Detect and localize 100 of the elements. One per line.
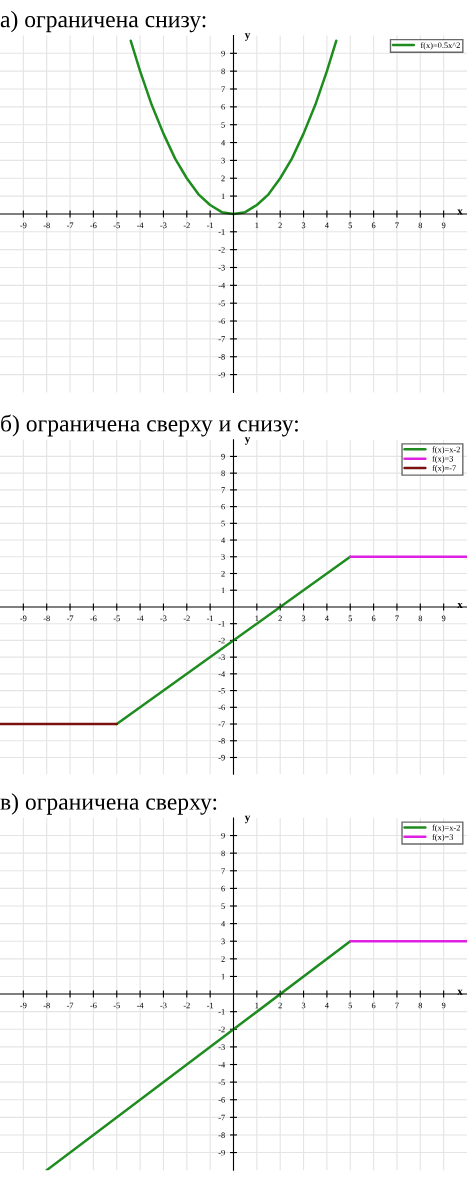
x-tick-label: 4 [324,615,329,622]
y-axis-title: y [244,33,251,41]
y-tick-label: 2 [221,570,225,577]
y-tick-label: -5 [218,688,225,694]
x-tick-label: 9 [441,615,446,622]
x-tick-label: 8 [418,222,423,229]
y-tick-label: 3 [221,938,225,945]
x-tick-label: 4 [324,1002,329,1009]
y-tick-label: -8 [218,354,225,360]
y-tick-label: 1 [221,193,225,199]
x-tick-label: -9 [20,222,27,229]
legend-label: f(x)=x-2 [432,446,460,455]
x-tick-label: -1 [206,1002,214,1009]
legend-label: f(x)=3 [432,455,454,464]
legend-label: f(x)=0.5x^2 [420,42,460,50]
y-tick-label: 9 [221,832,225,839]
y-tick-label: 8 [221,850,225,857]
legend-label: f(x)=x-2 [432,824,460,833]
y-tick-label: -9 [218,1149,225,1156]
y-tick-label: 5 [221,122,225,128]
y-tick-label: 7 [221,868,225,874]
x-tick-label: 3 [301,222,306,229]
y-tick-label: 8 [221,470,225,477]
x-tick-label: -4 [136,615,144,622]
y-tick-label: 6 [221,503,225,510]
y-tick-label: -3 [218,654,225,661]
x-tick-label: 1 [255,615,259,622]
x-tick-label: -4 [136,1002,144,1009]
x-tick-label: 9 [441,1002,446,1009]
y-tick-label: -3 [218,1044,225,1050]
x-tick-label: 4 [324,222,329,229]
y-tick-label: -7 [218,721,225,727]
y-tick-label: -4 [218,282,226,289]
y-tick-label: -3 [218,264,225,271]
y-tick-label: -8 [218,1132,225,1138]
x-tick-label: 5 [348,222,353,229]
x-tick-label: -4 [136,222,144,229]
x-tick-label: 6 [371,222,376,229]
x-tick-label: -3 [160,615,167,622]
y-tick-label: 2 [221,175,225,182]
x-tick-label: 9 [441,222,446,229]
y-tick-label: -5 [218,300,225,307]
y-tick-label: -6 [218,704,225,711]
y-axis-title: y [244,437,251,445]
y-tick-label: 4 [221,921,226,927]
x-tick-label: 2 [278,222,282,229]
y-tick-label: -4 [218,671,226,677]
x-tick-label: 1 [255,222,259,229]
y-tick-label: 9 [221,50,225,57]
x-tick-label: 3 [301,615,306,622]
line-series [129,39,338,216]
y-tick-label: 5 [221,903,225,909]
x-tick-label: 6 [371,615,376,622]
x-tick-label: 8 [418,615,423,622]
y-tick-label: -9 [218,754,225,761]
x-tick-label: -5 [113,615,120,622]
x-tick-label: 8 [418,1002,423,1009]
x-tick-label: -7 [66,222,74,229]
x-tick-label: -2 [183,615,190,622]
x-tick-label: -2 [183,1002,190,1009]
x-tick-label: 3 [301,1002,306,1009]
y-tick-label: -2 [218,1026,225,1033]
x-tick-label: -7 [66,1002,74,1009]
x-tick-label: 7 [395,615,399,622]
x-tick-label: -6 [90,222,97,229]
y-tick-label: -1 [218,229,225,235]
y-tick-label: 4 [221,139,226,146]
chart-title: в) ограничена сверху: [0,793,217,815]
x-tick-label: -1 [206,222,214,229]
y-tick-label: 2 [221,956,225,962]
y-tick-label: 3 [221,157,225,164]
y-tick-label: 7 [221,487,225,493]
x-tick-label: 5 [348,1002,353,1009]
legend-label: f(x)=-7 [432,464,456,473]
x-tick-label: 2 [278,1002,282,1009]
x-tick-label: -5 [113,222,120,229]
y-tick-label: 1 [221,973,225,980]
y-tick-label: 3 [221,554,225,560]
x-tick-label: -2 [183,222,190,229]
x-tick-label: -7 [66,615,74,622]
y-axis-title: y [244,815,251,824]
y-tick-label: -7 [218,336,225,342]
x-tick-label: -8 [43,1002,50,1009]
y-tick-label: 8 [221,68,225,75]
y-tick-label: -6 [218,1097,225,1103]
chart-title: а) ограничена снизу: [0,10,206,33]
y-tick-label: 1 [221,587,225,594]
y-tick-label: -1 [218,621,225,627]
x-tick-label: 5 [348,615,353,622]
y-tick-label: -2 [218,247,225,253]
y-tick-label: -4 [218,1061,226,1068]
x-axis-title: x [457,989,463,995]
y-tick-label: 4 [221,537,226,543]
x-axis-title: x [457,602,463,608]
x-tick-label: -5 [113,1002,120,1009]
y-tick-label: -6 [218,318,225,324]
x-tick-label: -8 [43,222,50,229]
y-tick-label: -8 [218,738,225,744]
y-tick-label: -5 [218,1079,225,1086]
y-tick-label: -7 [218,1114,225,1121]
